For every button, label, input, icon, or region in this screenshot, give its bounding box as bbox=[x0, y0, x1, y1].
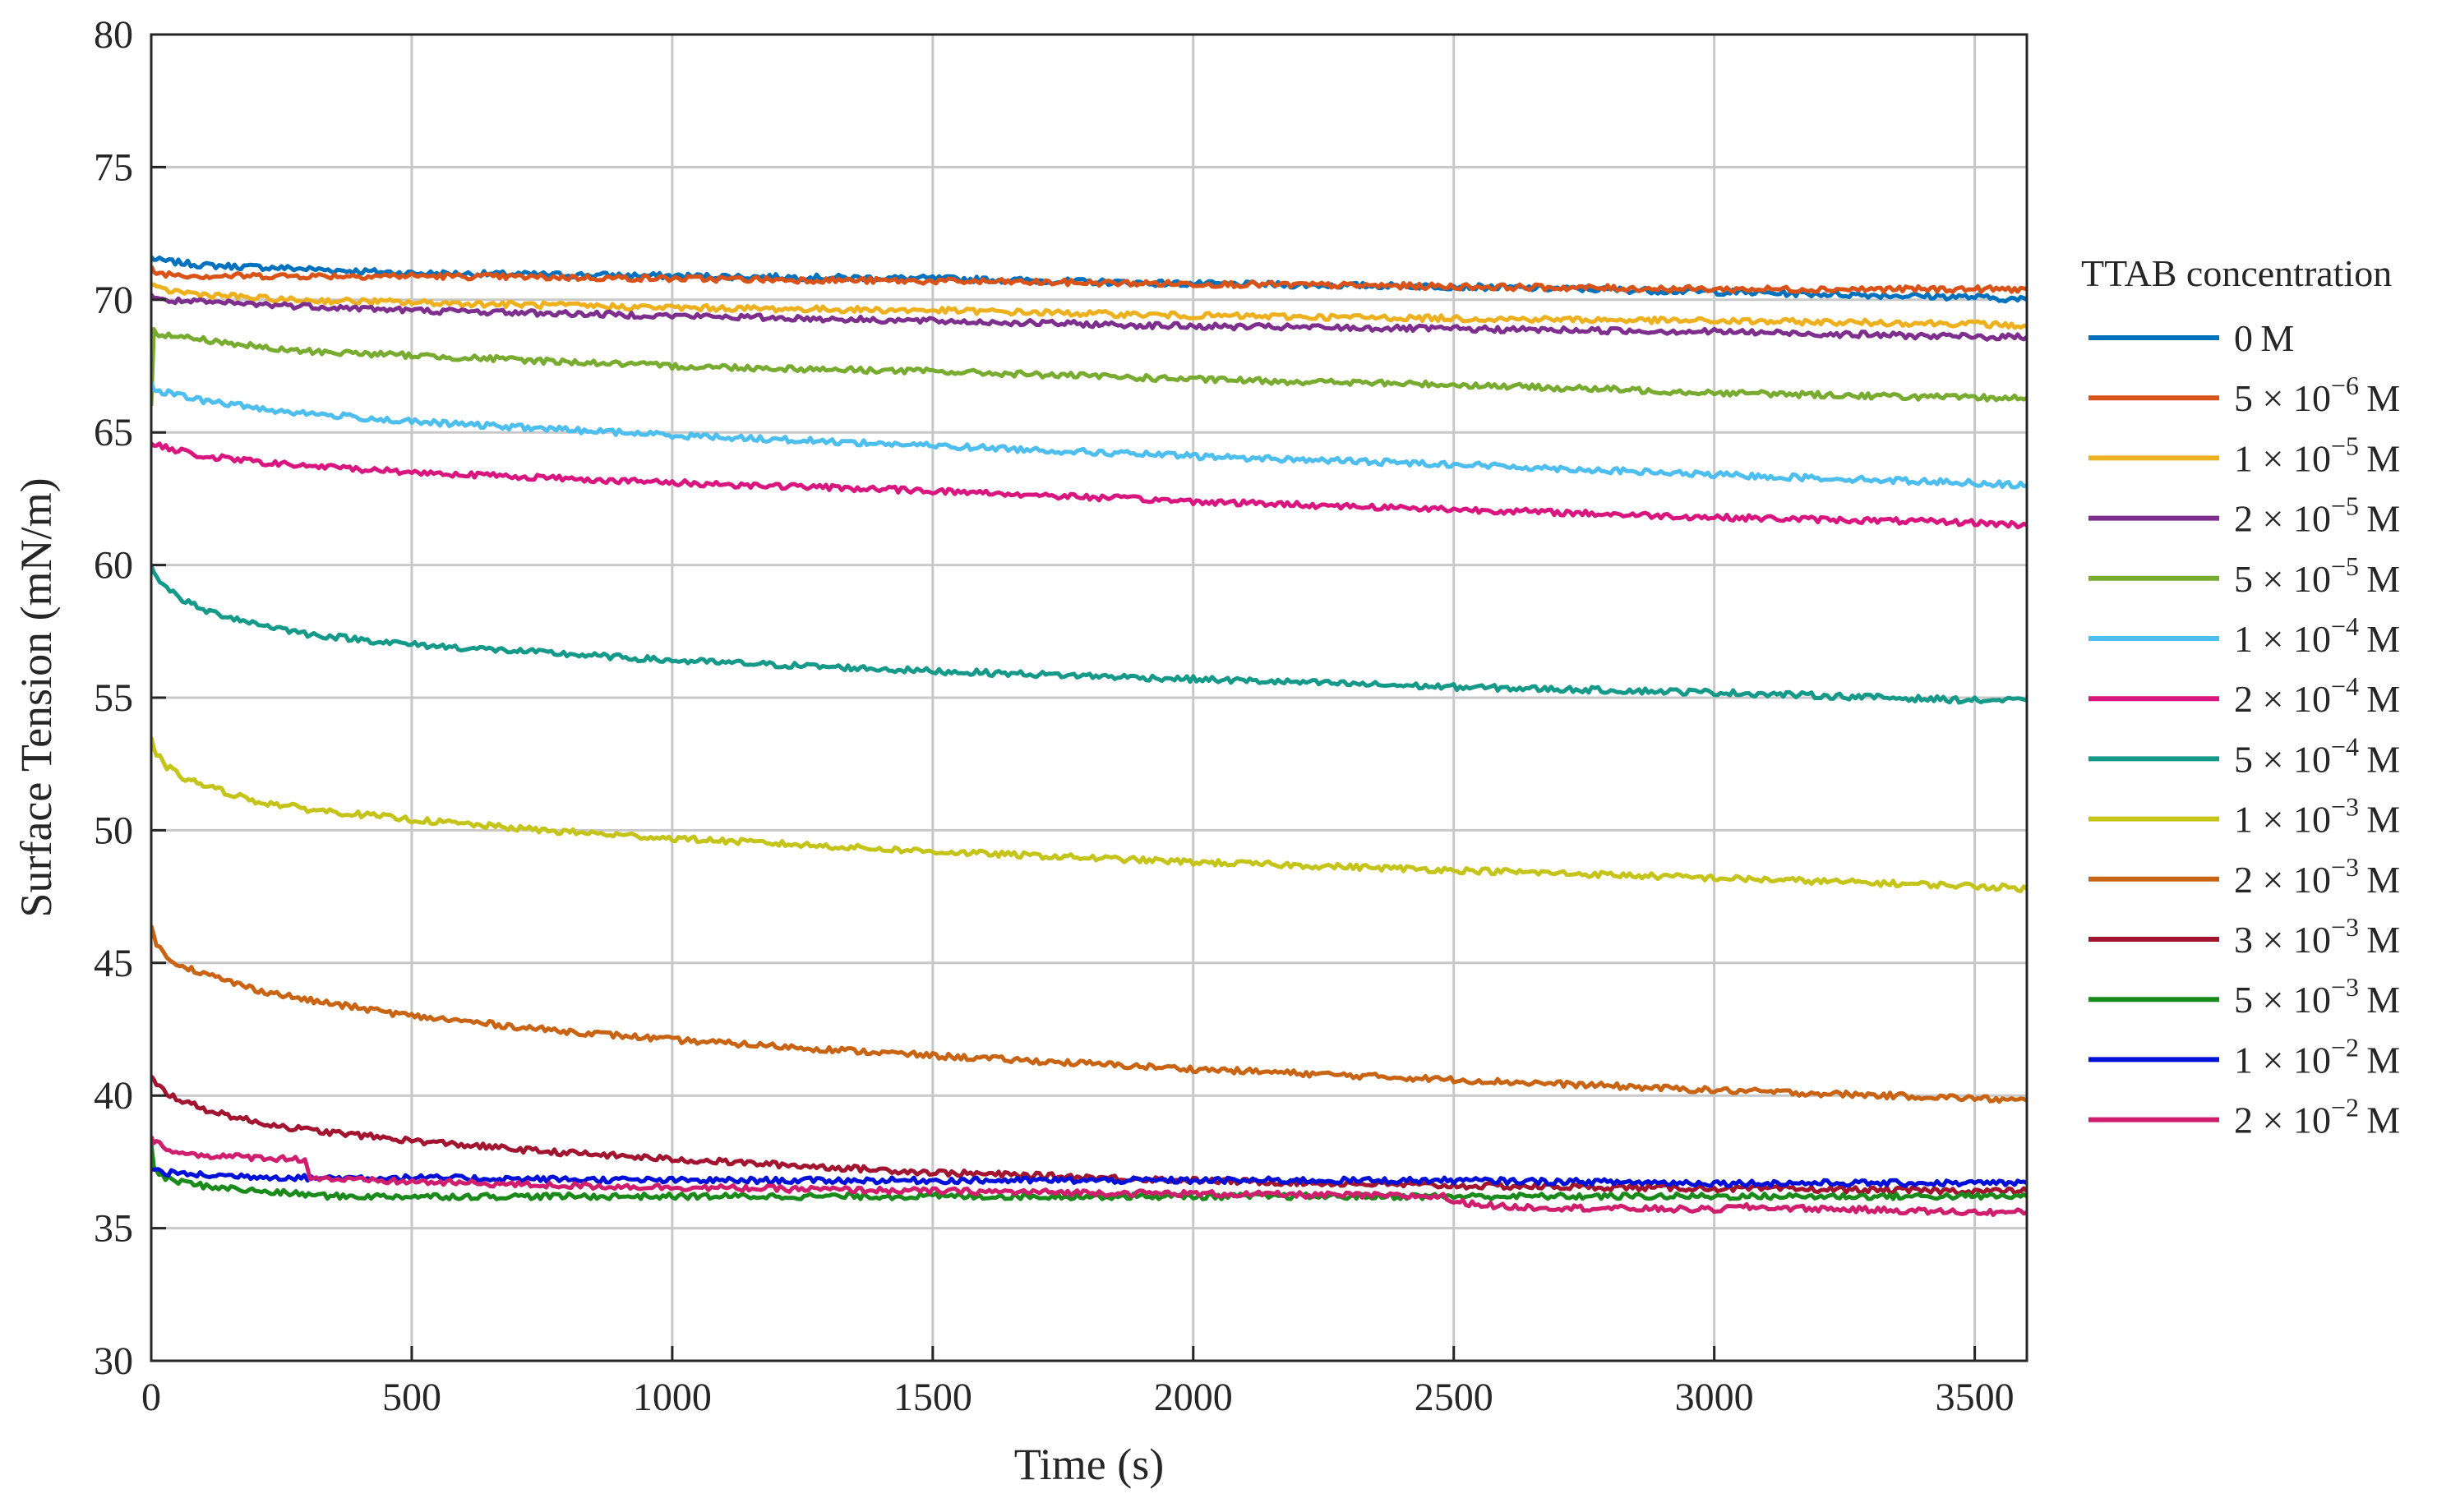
legend-title: TTAB concentration bbox=[2081, 252, 2392, 294]
series-line bbox=[151, 924, 2027, 1104]
series-line bbox=[151, 327, 2027, 406]
ticks: 0 500 1000 1500 2000 2500 3000 3500 30 35 40 45 50 55… bbox=[94, 13, 2015, 1419]
legend-label: 1 × 10−5 M bbox=[2234, 431, 2400, 479]
legend-label: 0 M bbox=[2234, 317, 2294, 359]
y-tick-label: 80 bbox=[94, 13, 133, 57]
series-line bbox=[151, 1075, 2027, 1196]
legend-label: 5 × 10−3 M bbox=[2234, 972, 2400, 1021]
series-line bbox=[151, 1136, 2027, 1217]
x-tick-label: 2500 bbox=[1415, 1376, 1493, 1419]
y-tick-label: 50 bbox=[94, 809, 133, 852]
y-axis-label: Surface Tension (mN/m) bbox=[12, 477, 61, 917]
series-line bbox=[151, 265, 2027, 294]
y-tick-label: 70 bbox=[94, 279, 133, 322]
x-tick-label: 3000 bbox=[1675, 1376, 1754, 1419]
series-line bbox=[151, 1143, 2027, 1201]
legend-label: 2 × 10−4 M bbox=[2234, 671, 2400, 720]
legend-label: 5 × 10−5 M bbox=[2234, 551, 2400, 600]
legend-label: 2 × 10−2 M bbox=[2234, 1093, 2400, 1141]
x-tick-label: 1500 bbox=[893, 1376, 972, 1419]
y-tick-label: 60 bbox=[94, 544, 133, 588]
y-tick-label: 65 bbox=[94, 411, 133, 454]
series-line bbox=[151, 293, 2027, 342]
legend-label: 1 × 10−4 M bbox=[2234, 611, 2400, 660]
legend-label: 3 × 10−3 M bbox=[2234, 912, 2400, 961]
legend-label: 2 × 10−5 M bbox=[2234, 491, 2400, 540]
y-tick-label: 35 bbox=[94, 1207, 133, 1251]
legend-label: 5 × 10−4 M bbox=[2234, 731, 2400, 780]
series-line bbox=[151, 282, 2027, 330]
legend-label: 1 × 10−3 M bbox=[2234, 792, 2400, 841]
series-line bbox=[151, 1167, 2027, 1188]
series-line bbox=[151, 441, 2027, 530]
legend-label: 2 × 10−3 M bbox=[2234, 852, 2400, 901]
x-tick-label: 2000 bbox=[1154, 1376, 1233, 1419]
legend-label: 5 × 10−6 M bbox=[2234, 371, 2400, 419]
x-tick-label: 500 bbox=[382, 1376, 441, 1419]
legend-items: 0 M 5 × 10−6 M 1 × 10−5 M 2 × 10−5 M 5 × 10−… bbox=[2088, 317, 2400, 1141]
series-lines bbox=[151, 255, 2027, 1217]
y-tick-label: 55 bbox=[94, 676, 133, 720]
grid bbox=[150, 33, 2027, 1362]
y-tick-label: 75 bbox=[94, 145, 133, 189]
x-axis-label: Time (s) bbox=[1014, 1440, 1165, 1489]
legend: TTAB concentration 0 M 5 × 10−6 M 1 × 10−5… bbox=[2081, 252, 2400, 1141]
series-line bbox=[151, 565, 2027, 705]
x-tick-label: 1000 bbox=[633, 1376, 712, 1419]
y-tick-label: 40 bbox=[94, 1074, 133, 1118]
x-tick-label: 3500 bbox=[1936, 1376, 2015, 1419]
legend-label: 1 × 10−2 M bbox=[2234, 1032, 2400, 1081]
x-tick-label: 0 bbox=[141, 1376, 161, 1419]
series-line bbox=[151, 736, 2027, 893]
series-line bbox=[151, 381, 2027, 490]
y-tick-label: 30 bbox=[94, 1339, 133, 1383]
y-tick-label: 45 bbox=[94, 942, 133, 985]
